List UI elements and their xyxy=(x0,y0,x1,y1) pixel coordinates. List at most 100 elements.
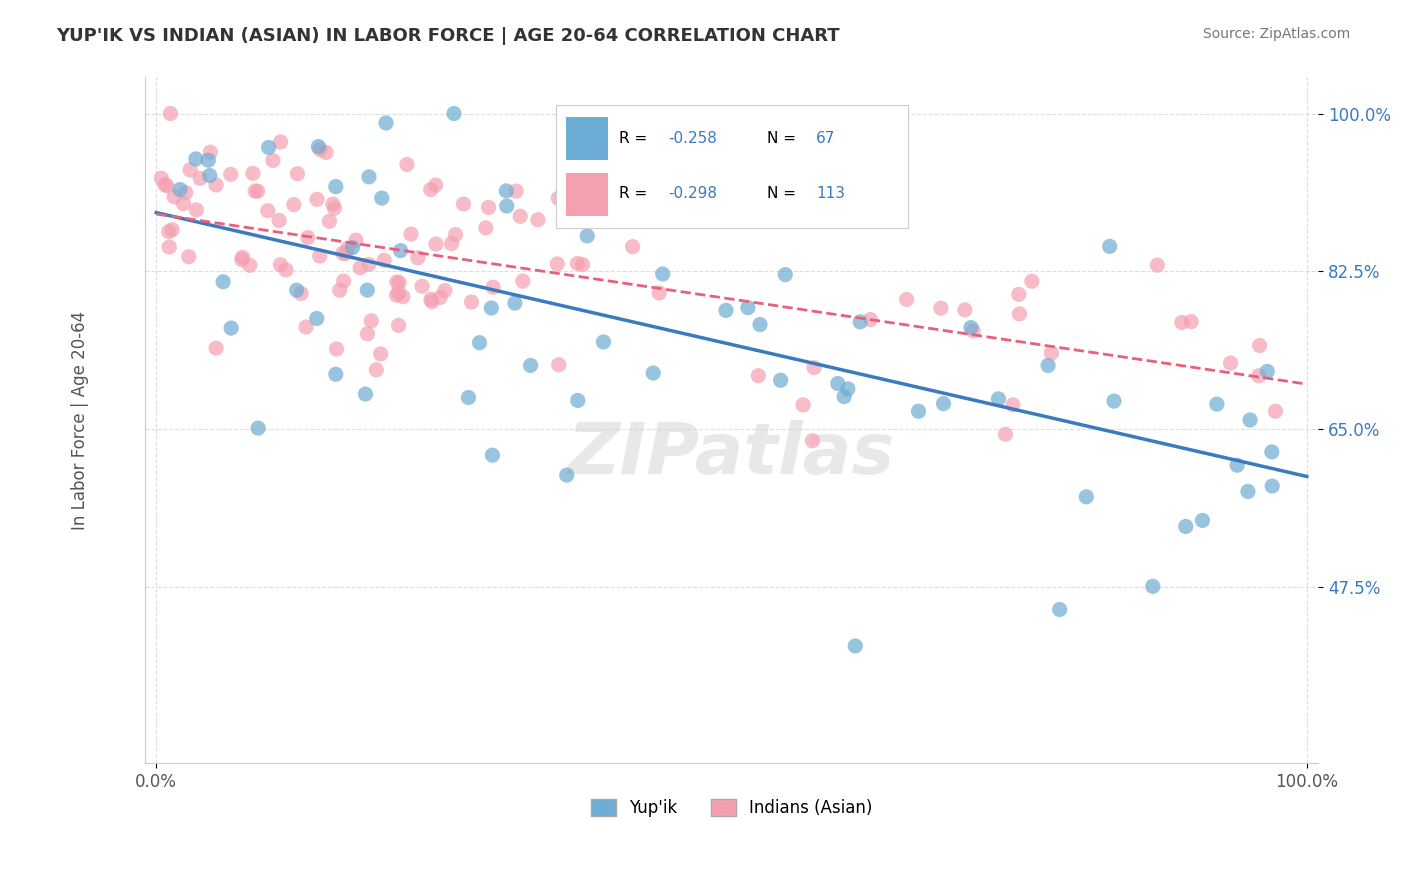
Indians (Asian) xyxy=(1264,404,1286,418)
Yup'ik xyxy=(479,301,502,315)
Indians (Asian) xyxy=(475,220,498,235)
Indians (Asian) xyxy=(482,280,505,294)
Indians (Asian) xyxy=(546,257,568,271)
Indians (Asian) xyxy=(325,342,347,356)
Indians (Asian) xyxy=(373,253,395,268)
Indians (Asian) xyxy=(157,240,180,254)
Indians (Asian) xyxy=(953,302,976,317)
Yup'ik xyxy=(837,382,859,396)
Indians (Asian) xyxy=(335,246,357,260)
Yup'ik xyxy=(1049,602,1071,616)
Yup'ik xyxy=(247,421,270,435)
Indians (Asian) xyxy=(896,293,918,307)
Yup'ik xyxy=(169,183,191,197)
Yup'ik xyxy=(375,116,398,130)
Indians (Asian) xyxy=(232,251,254,265)
Indians (Asian) xyxy=(231,252,253,267)
Indians (Asian) xyxy=(219,167,242,181)
Indians (Asian) xyxy=(262,153,284,168)
Yup'ik xyxy=(457,391,479,405)
Indians (Asian) xyxy=(1008,307,1031,321)
Indians (Asian) xyxy=(1021,274,1043,288)
Yup'ik xyxy=(354,387,377,401)
Indians (Asian) xyxy=(388,286,411,301)
Yup'ik xyxy=(592,334,614,349)
Yup'ik xyxy=(1226,458,1249,473)
Indians (Asian) xyxy=(547,358,569,372)
Indians (Asian) xyxy=(1001,398,1024,412)
Yup'ik xyxy=(285,283,308,297)
Indians (Asian) xyxy=(309,142,332,156)
Yup'ik xyxy=(834,211,856,226)
Indians (Asian) xyxy=(295,320,318,334)
Yup'ik xyxy=(775,268,797,282)
Indians (Asian) xyxy=(242,166,264,180)
Yup'ik xyxy=(307,139,329,153)
Yup'ik xyxy=(1261,479,1284,493)
Indians (Asian) xyxy=(205,178,228,192)
Yup'ik xyxy=(257,140,280,154)
Yup'ik xyxy=(555,468,578,483)
Indians (Asian) xyxy=(366,363,388,377)
Yup'ik xyxy=(907,404,929,418)
Indians (Asian) xyxy=(399,227,422,241)
Indians (Asian) xyxy=(392,290,415,304)
Indians (Asian) xyxy=(163,190,186,204)
Indians (Asian) xyxy=(505,184,527,198)
Indians (Asian) xyxy=(336,242,359,256)
Indians (Asian) xyxy=(433,284,456,298)
Indians (Asian) xyxy=(1008,287,1031,301)
Indians (Asian) xyxy=(315,145,337,160)
Yup'ik xyxy=(305,311,328,326)
Indians (Asian) xyxy=(527,212,550,227)
Indians (Asian) xyxy=(283,197,305,211)
Indians (Asian) xyxy=(420,293,443,307)
Yup'ik xyxy=(503,296,526,310)
Indians (Asian) xyxy=(344,233,367,247)
Yup'ik xyxy=(443,106,465,120)
Text: ZIPatlas: ZIPatlas xyxy=(568,420,896,489)
Indians (Asian) xyxy=(245,184,267,198)
Indians (Asian) xyxy=(1180,315,1202,329)
Yup'ik xyxy=(357,169,380,184)
Yup'ik xyxy=(1102,394,1125,409)
Indians (Asian) xyxy=(239,258,262,272)
Yup'ik xyxy=(1098,239,1121,253)
Yup'ik xyxy=(325,368,347,382)
Indians (Asian) xyxy=(425,178,447,192)
Indians (Asian) xyxy=(156,178,179,193)
Indians (Asian) xyxy=(406,251,429,265)
Indians (Asian) xyxy=(188,171,211,186)
Yup'ik xyxy=(519,359,541,373)
Yup'ik xyxy=(1237,484,1260,499)
Indians (Asian) xyxy=(648,285,671,300)
Indians (Asian) xyxy=(801,434,824,448)
Indians (Asian) xyxy=(318,214,340,228)
Indians (Asian) xyxy=(308,249,330,263)
Indians (Asian) xyxy=(385,288,408,302)
Indians (Asian) xyxy=(419,183,441,197)
Yup'ik xyxy=(849,315,872,329)
Indians (Asian) xyxy=(859,312,882,326)
Indians (Asian) xyxy=(256,203,278,218)
Yup'ik xyxy=(744,187,766,202)
Yup'ik xyxy=(219,321,242,335)
Yup'ik xyxy=(844,639,866,653)
Indians (Asian) xyxy=(571,258,593,272)
Y-axis label: In Labor Force | Age 20-64: In Labor Force | Age 20-64 xyxy=(72,310,89,530)
Yup'ik xyxy=(468,335,491,350)
Yup'ik xyxy=(184,152,207,166)
Indians (Asian) xyxy=(322,197,344,211)
Indians (Asian) xyxy=(512,274,534,288)
Yup'ik xyxy=(356,283,378,297)
Yup'ik xyxy=(1261,445,1284,459)
Indians (Asian) xyxy=(269,213,291,227)
Yup'ik xyxy=(1191,513,1213,527)
Indians (Asian) xyxy=(547,191,569,205)
Yup'ik xyxy=(198,169,221,183)
Yup'ik xyxy=(987,392,1010,406)
Yup'ik xyxy=(960,320,983,334)
Yup'ik xyxy=(342,240,364,254)
Indians (Asian) xyxy=(177,250,200,264)
Indians (Asian) xyxy=(157,225,180,239)
